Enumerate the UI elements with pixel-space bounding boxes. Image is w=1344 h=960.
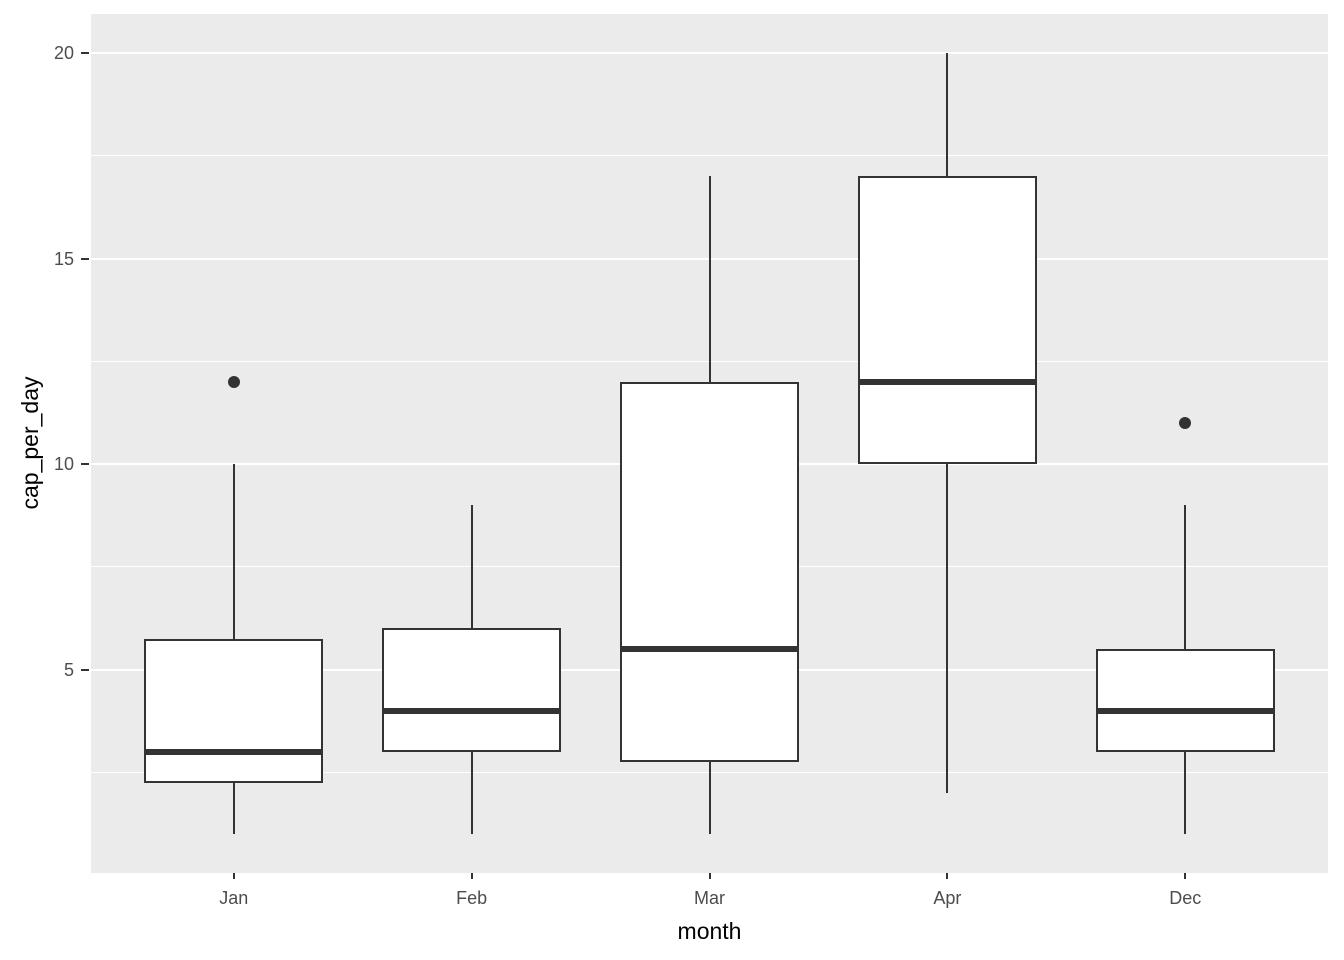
boxplot-box-feb [382, 628, 562, 752]
median-line-mar [622, 646, 797, 652]
plot-panel [91, 14, 1328, 873]
median-line-feb [384, 707, 560, 714]
x-tick-mark [708, 873, 711, 879]
whisker-lower-dec [1184, 751, 1187, 834]
y-tick-mark [81, 52, 89, 55]
x-tick-mark [946, 873, 949, 879]
whisker-upper-feb [470, 505, 473, 629]
y-tick-mark [81, 257, 89, 260]
x-tick-label-mar: Mar [694, 888, 725, 908]
whisker-lower-jan [232, 782, 235, 834]
x-tick-label-dec: Dec [1169, 888, 1202, 908]
whisker-upper-jan [232, 464, 235, 639]
boxplot-box-dec [1095, 649, 1275, 752]
median-line-jan [146, 748, 322, 755]
x-tick-label-feb: Feb [456, 888, 488, 908]
x-tick-mark [470, 873, 473, 879]
x-tick-label-jan: Jan [219, 888, 249, 908]
median-line-dec [1097, 707, 1273, 714]
y-tick-label: 5 [63, 659, 74, 680]
x-tick-label-apr: Apr [933, 888, 962, 908]
x-tick-mark [232, 873, 235, 879]
outlier-point-dec [1179, 416, 1192, 429]
y-tick-label: 15 [53, 248, 74, 269]
whisker-lower-mar [708, 762, 711, 834]
boxplot-box-apr [857, 176, 1037, 465]
boxplot-box-mar [620, 381, 799, 763]
whisker-upper-apr [946, 53, 949, 177]
y-axis-title: cap_per_day [17, 376, 43, 510]
outlier-point-jan [227, 375, 240, 388]
boxplot-box-jan [144, 638, 324, 783]
major-gridline [91, 52, 1328, 55]
x-axis-title: month [677, 918, 742, 944]
median-line-apr [859, 378, 1035, 385]
y-tick-label: 20 [53, 43, 74, 64]
whisker-upper-mar [708, 176, 711, 382]
y-tick-mark [81, 668, 89, 671]
whisker-lower-feb [470, 751, 473, 834]
y-tick-mark [81, 463, 89, 466]
y-tick-label: 10 [53, 454, 74, 475]
minor-gridline [91, 155, 1328, 157]
whisker-lower-apr [946, 464, 949, 793]
whisker-upper-dec [1184, 505, 1187, 649]
x-tick-mark [1184, 873, 1187, 879]
